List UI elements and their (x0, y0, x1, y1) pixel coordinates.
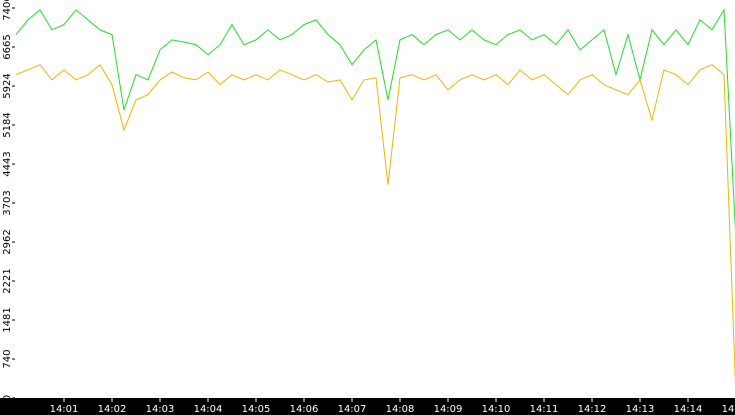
y-tick-label: 6665 (2, 34, 13, 59)
x-tick-label: 14:09 (434, 404, 463, 415)
y-tick-label: 7406 (2, 0, 13, 21)
y-tick-label: 4443 (2, 151, 13, 176)
x-tick-label: 14:10 (482, 404, 511, 415)
y-tick-label: 740 (2, 349, 13, 368)
y-tick-label: 0 (2, 395, 13, 401)
y-tick-label: 2221 (2, 268, 13, 293)
x-tick-label: 14:05 (242, 404, 271, 415)
x-tick-label: 14:03 (146, 404, 175, 415)
series-line (15, 8, 735, 231)
y-tick-label: 5924 (2, 73, 13, 98)
x-tick-label: 14:11 (530, 404, 559, 415)
x-tick-label: 14:06 (290, 404, 319, 415)
x-axis-band (0, 398, 735, 415)
y-tick-label: 2962 (2, 229, 13, 254)
x-tick-label: 14:14 (674, 404, 703, 415)
y-tick-label: 3703 (2, 190, 13, 215)
y-tick-label: 1481 (2, 307, 13, 332)
x-tick-label: 14:15 (722, 404, 735, 415)
x-tick-label: 14:04 (194, 404, 223, 415)
x-tick-label: 14:07 (338, 404, 367, 415)
y-tick-label: 5184 (2, 112, 13, 137)
x-tick-label: 14:02 (98, 404, 127, 415)
x-tick-label: 14:13 (626, 404, 655, 415)
x-tick-label: 14:12 (578, 404, 607, 415)
x-tick-label: 14:08 (386, 404, 415, 415)
series-line (15, 63, 735, 385)
x-tick-label: 14:01 (50, 404, 79, 415)
